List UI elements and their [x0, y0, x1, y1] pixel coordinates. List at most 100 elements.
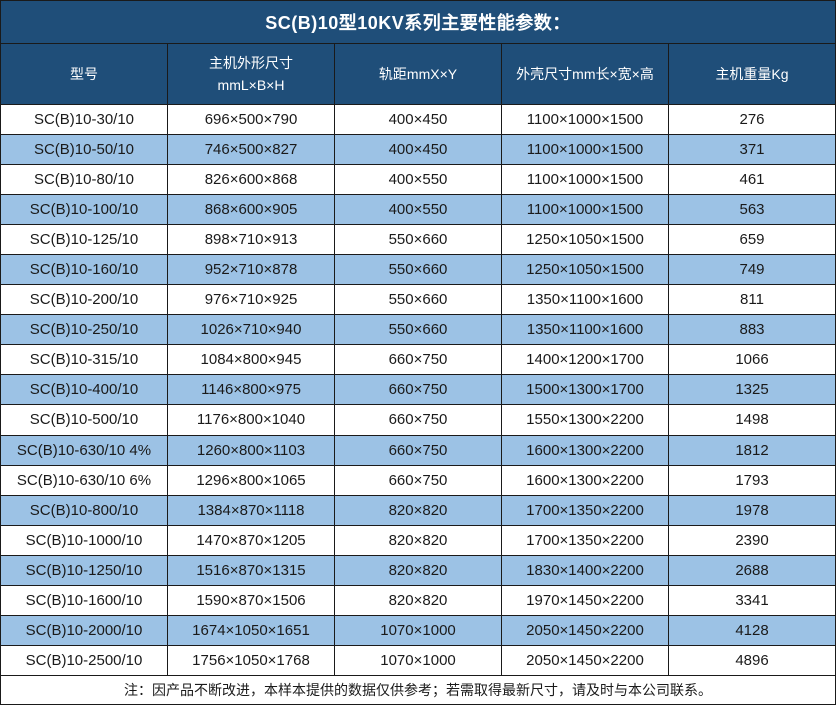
- table-cell: 563: [669, 195, 835, 224]
- table-cell: 1793: [669, 466, 835, 495]
- table-cell: 976×710×925: [168, 285, 335, 314]
- table-cell: 1970×1450×2200: [502, 586, 669, 615]
- table-row: SC(B)10-800/101384×870×1118820×8201700×1…: [1, 495, 835, 525]
- col-header-host-dimensions-sublabel: mmL×B×H: [218, 74, 285, 96]
- spec-sheet-page: SC(B)10型10KV系列主要性能参数： 型号 主机外形尺寸 mmL×B×H …: [0, 0, 836, 705]
- table-cell: 1700×1350×2200: [502, 526, 669, 555]
- table-cell: 820×820: [335, 526, 502, 555]
- spec-table: SC(B)10型10KV系列主要性能参数： 型号 主机外形尺寸 mmL×B×H …: [0, 0, 836, 705]
- table-cell: SC(B)10-200/10: [1, 285, 168, 314]
- table-cell: 400×450: [335, 135, 502, 164]
- col-header-enclosure-size-label: 外壳尺寸mm长×宽×高: [516, 63, 654, 85]
- table-row: SC(B)10-400/101146×800×975660×7501500×13…: [1, 374, 835, 404]
- col-header-weight-label: 主机重量Kg: [715, 63, 788, 85]
- table-cell: SC(B)10-100/10: [1, 195, 168, 224]
- table-cell: 1100×1000×1500: [502, 165, 669, 194]
- table-row: SC(B)10-200/10976×710×925550×6601350×110…: [1, 284, 835, 314]
- table-cell: 820×820: [335, 496, 502, 525]
- table-cell: 1176×800×1040: [168, 405, 335, 434]
- table-cell: 952×710×878: [168, 255, 335, 284]
- table-cell: 400×450: [335, 105, 502, 134]
- table-cell: 276: [669, 105, 835, 134]
- table-cell: 1674×1050×1651: [168, 616, 335, 645]
- table-cell: 550×660: [335, 225, 502, 254]
- table-cell: 1350×1100×1600: [502, 285, 669, 314]
- table-cell: 1812: [669, 436, 835, 465]
- table-cell: SC(B)10-80/10: [1, 165, 168, 194]
- table-row: SC(B)10-250/101026×710×940550×6601350×11…: [1, 314, 835, 344]
- table-row: SC(B)10-100/10868×600×905400×5501100×100…: [1, 194, 835, 224]
- table-cell: SC(B)10-250/10: [1, 315, 168, 344]
- table-cell: 1600×1300×2200: [502, 436, 669, 465]
- table-cell: 550×660: [335, 255, 502, 284]
- col-header-model: 型号: [1, 44, 168, 104]
- table-cell: 749: [669, 255, 835, 284]
- table-cell: SC(B)10-2500/10: [1, 646, 168, 675]
- table-cell: 1066: [669, 345, 835, 374]
- table-cell: 2050×1450×2200: [502, 616, 669, 645]
- col-header-weight: 主机重量Kg: [669, 44, 835, 104]
- table-cell: 1100×1000×1500: [502, 195, 669, 224]
- table-cell: 1470×870×1205: [168, 526, 335, 555]
- table-cell: 2050×1450×2200: [502, 646, 669, 675]
- table-cell: 1260×800×1103: [168, 436, 335, 465]
- table-cell: 820×820: [335, 556, 502, 585]
- table-cell: SC(B)10-30/10: [1, 105, 168, 134]
- col-header-host-dimensions-label: 主机外形尺寸: [209, 52, 293, 74]
- table-row: SC(B)10-315/101084×800×945660×7501400×12…: [1, 344, 835, 374]
- table-row: SC(B)10-50/10746×500×827400×4501100×1000…: [1, 134, 835, 164]
- table-cell: 550×660: [335, 285, 502, 314]
- table-cell: 898×710×913: [168, 225, 335, 254]
- col-header-enclosure-size: 外壳尺寸mm长×宽×高: [502, 44, 669, 104]
- table-cell: 1250×1050×1500: [502, 255, 669, 284]
- table-row: SC(B)10-125/10898×710×913550×6601250×105…: [1, 224, 835, 254]
- table-cell: 811: [669, 285, 835, 314]
- table-cell: 400×550: [335, 195, 502, 224]
- table-row: SC(B)10-1600/101590×870×1506820×8201970×…: [1, 585, 835, 615]
- table-cell: 883: [669, 315, 835, 344]
- table-cell: 1070×1000: [335, 646, 502, 675]
- table-cell: 1026×710×940: [168, 315, 335, 344]
- table-title: SC(B)10型10KV系列主要性能参数：: [1, 1, 835, 43]
- table-cell: SC(B)10-400/10: [1, 375, 168, 404]
- table-row: SC(B)10-630/10 4%1260×800×1103660×750160…: [1, 435, 835, 465]
- table-cell: 868×600×905: [168, 195, 335, 224]
- table-cell: 1756×1050×1768: [168, 646, 335, 675]
- table-cell: 660×750: [335, 436, 502, 465]
- table-row: SC(B)10-30/10696×500×790400×4501100×1000…: [1, 104, 835, 134]
- table-cell: 4128: [669, 616, 835, 645]
- table-cell: SC(B)10-630/10 6%: [1, 466, 168, 495]
- col-header-rail-gauge: 轨距mmX×Y: [335, 44, 502, 104]
- table-cell: 1100×1000×1500: [502, 105, 669, 134]
- table-body: SC(B)10-30/10696×500×790400×4501100×1000…: [1, 104, 835, 675]
- table-cell: 1296×800×1065: [168, 466, 335, 495]
- table-cell: SC(B)10-315/10: [1, 345, 168, 374]
- table-cell: 1830×1400×2200: [502, 556, 669, 585]
- table-cell: 1350×1100×1600: [502, 315, 669, 344]
- table-cell: 1100×1000×1500: [502, 135, 669, 164]
- table-header-row: 型号 主机外形尺寸 mmL×B×H 轨距mmX×Y 外壳尺寸mm长×宽×高 主机…: [1, 43, 835, 104]
- table-row: SC(B)10-160/10952×710×878550×6601250×105…: [1, 254, 835, 284]
- table-cell: 1084×800×945: [168, 345, 335, 374]
- table-cell: 2688: [669, 556, 835, 585]
- table-cell: 696×500×790: [168, 105, 335, 134]
- table-row: SC(B)10-500/101176×800×1040660×7501550×1…: [1, 404, 835, 434]
- table-cell: 1250×1050×1500: [502, 225, 669, 254]
- footer-note: 注：因产品不断改进，本样本提供的数据仅供参考；若需取得最新尺寸，请及时与本公司联…: [1, 675, 835, 704]
- table-cell: SC(B)10-1250/10: [1, 556, 168, 585]
- table-cell: 1400×1200×1700: [502, 345, 669, 374]
- table-cell: SC(B)10-50/10: [1, 135, 168, 164]
- table-cell: 826×600×868: [168, 165, 335, 194]
- table-row: SC(B)10-80/10826×600×868400×5501100×1000…: [1, 164, 835, 194]
- table-cell: 1146×800×975: [168, 375, 335, 404]
- table-cell: 1590×870×1506: [168, 586, 335, 615]
- table-cell: 1070×1000: [335, 616, 502, 645]
- table-cell: 660×750: [335, 466, 502, 495]
- col-header-model-label: 型号: [70, 63, 98, 85]
- table-cell: SC(B)10-500/10: [1, 405, 168, 434]
- table-cell: 660×750: [335, 375, 502, 404]
- table-row: SC(B)10-2500/101756×1050×17681070×100020…: [1, 645, 835, 675]
- table-cell: 660×750: [335, 405, 502, 434]
- table-cell: 1700×1350×2200: [502, 496, 669, 525]
- table-cell: SC(B)10-630/10 4%: [1, 436, 168, 465]
